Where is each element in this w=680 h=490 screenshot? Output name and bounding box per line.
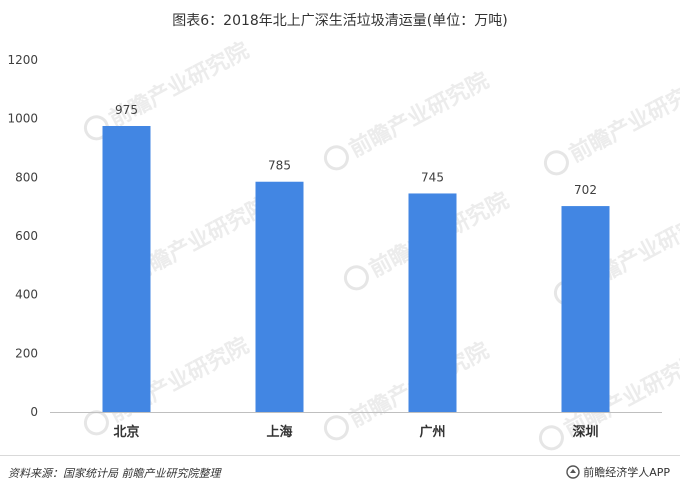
watermark-logo-icon <box>543 150 569 176</box>
bar <box>408 193 457 412</box>
chart-title: 图表6：2018年北上广深生活垃圾清运量(单位：万吨) <box>172 13 508 29</box>
x-tick-label: 深圳 <box>572 424 598 440</box>
data-label: 785 <box>268 159 291 173</box>
bar <box>255 181 304 412</box>
y-tick-label: 600 <box>15 229 38 243</box>
x-tick-label: 上海 <box>266 424 292 440</box>
watermark-text: 前瞻产业研究院 <box>345 67 493 162</box>
footer: 资料来源：国家统计局 前瞻产业研究院整理 前瞻经济学人APP <box>0 455 680 490</box>
watermark: 前瞻产业研究院 <box>543 72 680 176</box>
watermark-logo-icon <box>343 265 369 291</box>
data-label: 745 <box>421 170 444 184</box>
watermark: 前瞻产业研究院 <box>323 67 493 171</box>
source-text: 资料来源：国家统计局 前瞻产业研究院整理 <box>8 467 221 480</box>
watermark: 前瞻产业研究院 <box>323 337 493 441</box>
x-tick-label: 北京 <box>113 424 139 440</box>
y-tick-label: 0 <box>30 405 38 419</box>
x-tick-label: 广州 <box>419 424 445 440</box>
bar <box>561 206 610 412</box>
watermark-logo-icon <box>83 115 109 141</box>
watermark-text: 前瞻产业研究院 <box>105 37 253 132</box>
watermark-logo-icon <box>538 425 564 451</box>
bar <box>102 126 151 412</box>
watermark-logo-icon <box>323 415 349 441</box>
watermark-logo-icon <box>83 410 109 436</box>
y-tick-label: 400 <box>15 288 38 302</box>
brand-logo-icon <box>566 465 580 479</box>
brand: 前瞻经济学人APP <box>566 464 670 480</box>
y-tick-label: 1000 <box>7 112 38 126</box>
y-tick-label: 200 <box>15 346 38 360</box>
watermark-logo-icon <box>323 145 349 171</box>
data-label: 975 <box>115 103 138 117</box>
y-tick-label: 1200 <box>7 53 38 67</box>
watermark-text: 前瞻产业研究院 <box>565 72 680 167</box>
data-label: 702 <box>574 183 597 197</box>
y-tick-label: 800 <box>15 170 38 184</box>
brand-name: 前瞻经济学人APP <box>583 466 670 479</box>
